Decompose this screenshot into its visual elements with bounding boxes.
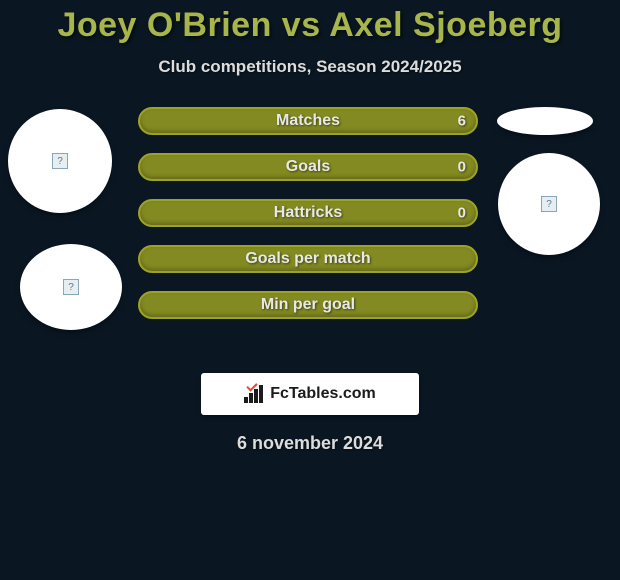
stat-label: Goals per match xyxy=(245,250,370,268)
stat-label: Min per goal xyxy=(261,296,355,314)
stat-label: Matches xyxy=(276,112,340,130)
stat-bar-goals: Goals 0 xyxy=(138,153,478,181)
image-placeholder-icon xyxy=(541,196,557,212)
stat-value-right: 0 xyxy=(458,159,466,176)
page-subtitle: Club competitions, Season 2024/2025 xyxy=(0,57,620,77)
comparison-stage: Matches 6 Goals 0 Hattricks 0 Goals per … xyxy=(0,111,620,371)
stat-value-right: 0 xyxy=(458,205,466,222)
image-placeholder-icon xyxy=(52,153,68,169)
brand-logo[interactable]: FcTables.com xyxy=(201,373,419,415)
stat-bar-gpm: Goals per match xyxy=(138,245,478,273)
snapshot-date: 6 november 2024 xyxy=(0,433,620,454)
stat-value-right: 6 xyxy=(458,113,466,130)
player2-club-logo xyxy=(498,153,600,255)
player1-club-logo xyxy=(20,244,122,330)
barchart-icon xyxy=(244,385,264,403)
brand-logo-text: FcTables.com xyxy=(270,385,376,403)
stat-bar-mpg: Min per goal xyxy=(138,291,478,319)
image-placeholder-icon xyxy=(63,279,79,295)
stat-label: Hattricks xyxy=(274,204,342,222)
player1-avatar xyxy=(8,109,112,213)
stat-bar-hattricks: Hattricks 0 xyxy=(138,199,478,227)
stat-label: Goals xyxy=(286,158,330,176)
page-title: Joey O'Brien vs Axel Sjoeberg xyxy=(0,0,620,45)
stat-bars: Matches 6 Goals 0 Hattricks 0 Goals per … xyxy=(138,107,478,337)
player2-avatar xyxy=(497,107,593,135)
stat-bar-matches: Matches 6 xyxy=(138,107,478,135)
